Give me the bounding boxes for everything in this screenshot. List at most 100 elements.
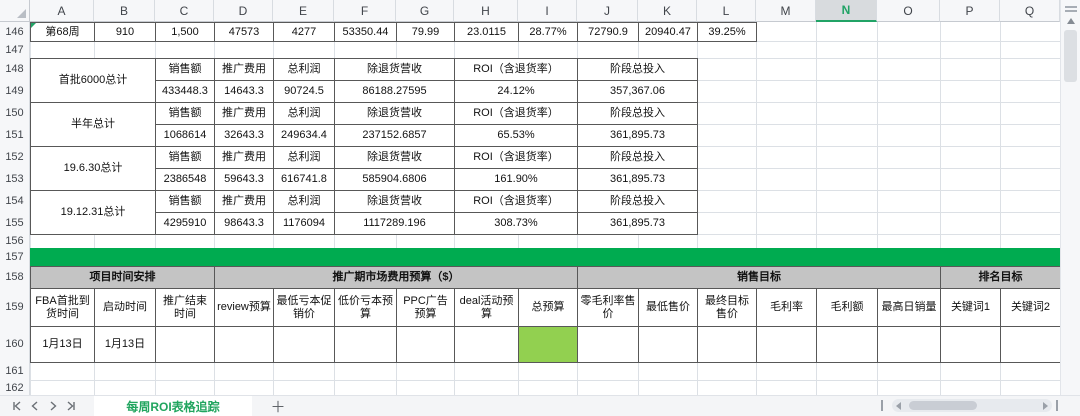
split-handle-icon[interactable]	[1065, 10, 1077, 12]
row-header-154[interactable]: 154	[0, 190, 30, 213]
last-sheet-button[interactable]	[62, 397, 80, 415]
cell-value[interactable]: 14643.3	[214, 80, 274, 103]
cell-header[interactable]: 除退货营收	[334, 190, 455, 213]
column-header-F[interactable]: F	[334, 0, 396, 22]
column-header-P[interactable]: P	[940, 0, 1000, 22]
cell-group-label[interactable]: 19.6.30总计	[30, 146, 156, 191]
cell-value[interactable]: 1068614	[155, 124, 215, 147]
cell-plan-header[interactable]: 毛利额	[816, 288, 878, 327]
cell-value[interactable]: 65.53%	[454, 124, 578, 147]
cell-plan-value[interactable]	[214, 326, 274, 363]
row-header-150[interactable]: 150	[0, 102, 30, 125]
select-all-corner[interactable]	[0, 0, 30, 22]
cell-week-K146[interactable]: 20940.47	[638, 22, 698, 42]
cell-section-header[interactable]: 销售目标	[577, 266, 941, 289]
column-header-O[interactable]: O	[877, 0, 940, 22]
cell-plan-header[interactable]: 总预算	[518, 288, 578, 327]
column-header-A[interactable]: A	[30, 0, 94, 22]
cell-value[interactable]: 249634.4	[273, 124, 335, 147]
cell-plan-header[interactable]: 零毛利率售价	[577, 288, 639, 327]
row-header-158[interactable]: 158	[0, 266, 30, 289]
cell-plan-header[interactable]: 关键词1	[940, 288, 1001, 327]
cell-plan-value[interactable]	[697, 326, 757, 363]
cell-plan-header[interactable]: 毛利率	[756, 288, 817, 327]
horizontal-scrollbar[interactable]	[892, 399, 1052, 412]
column-header-K[interactable]: K	[638, 0, 697, 22]
cell-header[interactable]: 推广费用	[214, 146, 274, 169]
cell-plan-value[interactable]	[940, 326, 1001, 363]
cell-header[interactable]: 阶段总投入	[577, 102, 698, 125]
cell-plan-header[interactable]: 推广结束时间	[155, 288, 215, 327]
scroll-up-icon[interactable]	[1067, 18, 1075, 24]
cell-plan-value[interactable]	[638, 326, 698, 363]
row-header-155[interactable]: 155	[0, 212, 30, 235]
column-header-D[interactable]: D	[214, 0, 273, 22]
cell-plan-header[interactable]: PPC广告预算	[396, 288, 455, 327]
cell-header[interactable]: 推广费用	[214, 102, 274, 125]
cell-plan-header[interactable]: 关键词2	[1000, 288, 1061, 327]
hscroll-thumb[interactable]	[909, 401, 977, 410]
cell-value[interactable]: 161.90%	[454, 168, 578, 191]
column-header-N[interactable]: N	[816, 0, 877, 22]
cell-plan-value[interactable]	[756, 326, 817, 363]
row-header-157[interactable]: 157	[0, 248, 30, 267]
cell-plan-value[interactable]: 1月13日	[30, 326, 95, 363]
column-header-I[interactable]: I	[518, 0, 577, 22]
cell-plan-value[interactable]	[273, 326, 335, 363]
cell-value[interactable]: 90724.5	[273, 80, 335, 103]
cell-week-H146[interactable]: 23.0115	[454, 22, 519, 42]
cell-header[interactable]: 除退货营收	[334, 102, 455, 125]
prev-sheet-button[interactable]	[26, 397, 44, 415]
cell-header[interactable]: 推广费用	[214, 58, 274, 81]
cell-header[interactable]: 总利润	[273, 146, 335, 169]
cell-week-D146[interactable]: 47573	[214, 22, 274, 42]
cell-plan-value[interactable]	[396, 326, 455, 363]
cell-plan-value[interactable]	[1000, 326, 1061, 363]
cell-value[interactable]: 1117289.196	[334, 212, 455, 235]
cell-value[interactable]: 1176094	[273, 212, 335, 235]
cell-plan-header[interactable]: 最低亏本促销价	[273, 288, 335, 327]
cell-plan-value[interactable]	[155, 326, 215, 363]
cell-header[interactable]: 总利润	[273, 102, 335, 125]
cell-header[interactable]: ROI（含退货率）	[454, 190, 578, 213]
cell-plan-value[interactable]	[816, 326, 878, 363]
cell-header[interactable]: 推广费用	[214, 190, 274, 213]
cell-header[interactable]: 阶段总投入	[577, 146, 698, 169]
vertical-scrollbar[interactable]	[1060, 0, 1080, 395]
cell-plan-value[interactable]	[877, 326, 941, 363]
cell-plan-header[interactable]: deal活动预算	[454, 288, 519, 327]
cell-plan-value[interactable]	[334, 326, 397, 363]
cell-value[interactable]: 86188.27595	[334, 80, 455, 103]
cell-value[interactable]: 2386548	[155, 168, 215, 191]
cell-header[interactable]: 销售额	[155, 58, 215, 81]
column-header-L[interactable]: L	[697, 0, 756, 22]
cell-group-label[interactable]: 半年总计	[30, 102, 156, 147]
cell-value[interactable]: 59643.3	[214, 168, 274, 191]
cell-plan-header[interactable]: FBA首批到货时间	[30, 288, 95, 327]
green-band-row-157[interactable]	[30, 248, 1061, 266]
cell-value[interactable]: 361,895.73	[577, 212, 698, 235]
hscroll-split-left[interactable]	[881, 400, 883, 411]
cell-plan-value[interactable]: 1月13日	[94, 326, 156, 363]
row-header-152[interactable]: 152	[0, 146, 30, 169]
row-header-161[interactable]: 161	[0, 362, 30, 381]
cell-section-header[interactable]: 推广期市场费用预算（$）	[214, 266, 578, 289]
cell-week-B146[interactable]: 910	[94, 22, 156, 42]
cell-plan-value[interactable]	[454, 326, 519, 363]
cell-week-L146[interactable]: 39.25%	[697, 22, 757, 42]
cell-section-header[interactable]: 项目时间安排	[30, 266, 215, 289]
cell-section-header[interactable]: 排名目标	[940, 266, 1061, 289]
sheet-tab-active[interactable]: 每周ROI表格追踪	[94, 395, 252, 416]
cell-plan-value[interactable]	[577, 326, 639, 363]
cell-header[interactable]: 除退货营收	[334, 58, 455, 81]
cell-week-F146[interactable]: 53350.44	[334, 22, 397, 42]
cell-week-C146[interactable]: 1,500	[155, 22, 215, 42]
cell-week-E146[interactable]: 4277	[273, 22, 335, 42]
cell-week-J146[interactable]: 72790.9	[577, 22, 639, 42]
cell-header[interactable]: 销售额	[155, 146, 215, 169]
cell-plan-header[interactable]: 启动时间	[94, 288, 156, 327]
row-header-159[interactable]: 159	[0, 288, 30, 327]
hscroll-split-right[interactable]	[1056, 400, 1058, 411]
vscroll-thumb[interactable]	[1064, 30, 1077, 82]
cell-header[interactable]: 总利润	[273, 58, 335, 81]
